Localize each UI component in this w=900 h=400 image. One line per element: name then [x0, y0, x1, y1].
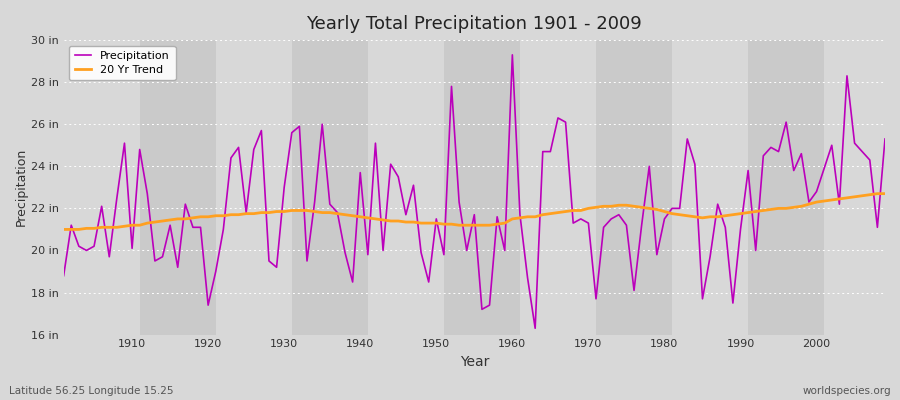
- Bar: [748, 40, 824, 334]
- Precipitation: [119, 141, 130, 146]
- Bar: [216, 40, 292, 334]
- Bar: [292, 40, 368, 334]
- Bar: [596, 40, 672, 334]
- 20 Yr Trend: [286, 208, 297, 213]
- Bar: [444, 40, 520, 334]
- Bar: [140, 40, 216, 334]
- Title: Yearly Total Precipitation 1901 - 2009: Yearly Total Precipitation 1901 - 2009: [306, 15, 643, 33]
- Precipitation: [530, 326, 541, 331]
- Bar: [64, 40, 140, 334]
- Precipitation: [58, 273, 69, 278]
- 20 Yr Trend: [500, 221, 510, 226]
- Precipitation: [286, 130, 297, 135]
- Legend: Precipitation, 20 Yr Trend: Precipitation, 20 Yr Trend: [69, 46, 176, 80]
- Precipitation: [879, 136, 890, 141]
- 20 Yr Trend: [119, 224, 130, 229]
- 20 Yr Trend: [507, 216, 517, 221]
- 20 Yr Trend: [879, 191, 890, 196]
- X-axis label: Year: Year: [460, 355, 489, 369]
- 20 Yr Trend: [872, 191, 883, 196]
- Text: Latitude 56.25 Longitude 15.25: Latitude 56.25 Longitude 15.25: [9, 386, 174, 396]
- Line: 20 Yr Trend: 20 Yr Trend: [64, 194, 885, 230]
- Precipitation: [614, 212, 625, 217]
- Precipitation: [515, 212, 526, 217]
- Bar: [672, 40, 748, 334]
- 20 Yr Trend: [58, 227, 69, 232]
- Precipitation: [332, 210, 343, 215]
- Line: Precipitation: Precipitation: [64, 55, 885, 328]
- Precipitation: [500, 248, 510, 253]
- Bar: [520, 40, 596, 334]
- Bar: [824, 40, 900, 334]
- Text: worldspecies.org: worldspecies.org: [803, 386, 891, 396]
- 20 Yr Trend: [332, 211, 343, 216]
- Bar: [368, 40, 444, 334]
- Y-axis label: Precipitation: Precipitation: [15, 148, 28, 226]
- Precipitation: [507, 52, 517, 57]
- 20 Yr Trend: [598, 204, 609, 209]
